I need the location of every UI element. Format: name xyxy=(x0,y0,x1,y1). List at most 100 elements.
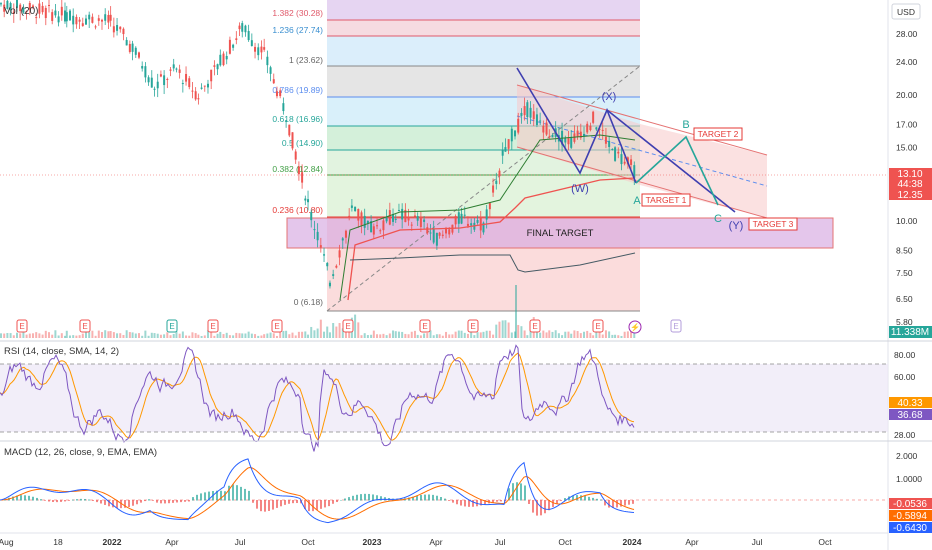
earnings-marker[interactable]: E xyxy=(670,319,682,333)
macd-histogram-bar xyxy=(348,497,350,501)
volume-bar xyxy=(75,335,78,338)
candle-body xyxy=(301,172,304,183)
earnings-marker[interactable]: E xyxy=(271,319,283,333)
target-3[interactable]: TARGET 3 xyxy=(748,217,798,231)
volume-bar xyxy=(463,332,466,338)
volume-bar xyxy=(0,333,2,338)
macd-histogram-bar xyxy=(256,500,258,509)
volume-bar xyxy=(382,333,385,338)
candle-body xyxy=(504,147,507,152)
candle-body xyxy=(319,245,322,248)
volume-bar xyxy=(357,322,360,338)
macd-histogram-bar xyxy=(236,485,238,501)
candle-body xyxy=(9,3,12,11)
earnings-marker[interactable]: E xyxy=(342,319,354,333)
volume-bar xyxy=(404,333,407,338)
macd-tick-2: 2.000 xyxy=(896,451,918,461)
volume-bar xyxy=(385,335,388,338)
volume-bar xyxy=(423,333,426,338)
volume-bar xyxy=(172,333,175,338)
volume-bar xyxy=(147,335,150,338)
macd-histogram-bar xyxy=(152,500,154,501)
time-axis[interactable]: Aug 18 2022 Apr Jul Oct 2023 Apr Jul Oct 2024 Apr Ju… xyxy=(0,532,888,547)
macd-histogram-bar xyxy=(12,496,14,501)
earnings-marker[interactable]: E xyxy=(529,319,541,333)
volume-bar xyxy=(197,334,200,338)
candle-body xyxy=(466,223,469,226)
descending-channel[interactable] xyxy=(516,84,768,219)
volume-bar xyxy=(159,334,162,338)
wave-structure[interactable]: (W) (X) (Y) A B C xyxy=(516,67,744,232)
volume-indicator-title[interactable]: Vol (20) xyxy=(4,6,38,17)
candle-body xyxy=(586,123,589,133)
macd-histogram-bar xyxy=(288,500,290,504)
candle-body xyxy=(128,43,131,52)
earnings-marker[interactable]: E xyxy=(419,319,431,333)
volume-bar xyxy=(501,320,504,338)
svg-text:TARGET 1: TARGET 1 xyxy=(646,195,687,205)
macd-histogram-bar xyxy=(368,493,370,501)
wave-label-y: (Y) xyxy=(729,220,744,232)
macd-pane[interactable]: MACD (12, 26, close, 9, EMA, EMA) 2.000 … xyxy=(0,440,932,534)
earnings-marker[interactable]: E xyxy=(592,319,604,333)
volume-bar xyxy=(479,332,482,338)
volume-bar xyxy=(542,330,545,338)
macd-histogram-bar xyxy=(36,497,38,501)
volume-bar xyxy=(141,335,144,338)
volume-bar xyxy=(285,330,288,338)
candle-body xyxy=(81,23,84,27)
earnings-markers[interactable]: E E E E E E E E E E E ⚡ xyxy=(16,319,682,334)
candle-body xyxy=(210,69,213,82)
volume-bar xyxy=(88,331,91,338)
candle-body xyxy=(392,214,395,222)
candle-body xyxy=(542,125,545,133)
macd-histogram-bar xyxy=(460,500,462,506)
lightning-icon[interactable] xyxy=(628,320,642,334)
target-2[interactable]: TARGET 2 xyxy=(693,127,743,141)
candle-body xyxy=(48,4,50,6)
earnings-marker[interactable]: E xyxy=(467,319,479,333)
candle-body xyxy=(385,217,388,222)
volume-bar xyxy=(492,334,495,338)
macd-histogram-bar xyxy=(492,500,494,503)
earnings-marker[interactable]: E xyxy=(16,319,28,333)
macd-histogram-bar xyxy=(600,499,602,501)
volume-bar xyxy=(247,331,250,338)
rsi-tick-80: 80.00 xyxy=(894,350,916,360)
volume-bar xyxy=(216,333,219,338)
earnings-marker[interactable]: E xyxy=(166,319,178,333)
earnings-marker[interactable]: E xyxy=(79,319,91,333)
price-axis[interactable]: USD 28.0024.0020.0017.0015.0012.0010.008… xyxy=(887,0,932,550)
volume-bar xyxy=(282,330,285,338)
target-1[interactable]: TARGET 1 xyxy=(641,193,691,207)
volume-bar xyxy=(488,330,491,338)
rsi-pane[interactable]: RSI (14, close, SMA, 14, 2) 80.00 60.00 … xyxy=(0,340,932,452)
volume-bar xyxy=(288,334,291,338)
candle-body xyxy=(100,19,103,22)
macd-histogram-bar xyxy=(24,495,26,501)
svg-text:E: E xyxy=(210,322,215,331)
volume-bar xyxy=(432,335,435,338)
macd-histogram-bar xyxy=(48,500,50,502)
fib-label-1236: 1.236 (27.74) xyxy=(272,25,323,35)
macd-histogram-bar xyxy=(424,494,426,501)
volume-bar xyxy=(181,331,184,338)
volume-bar xyxy=(97,330,100,338)
volume-bar xyxy=(104,330,107,338)
macd-histogram-bar xyxy=(524,485,526,501)
macd-histogram-bar xyxy=(176,500,178,503)
svg-text:TARGET 3: TARGET 3 xyxy=(753,219,794,229)
macd-histogram-bar xyxy=(96,500,98,503)
volume-bar xyxy=(495,324,498,338)
candle-body xyxy=(235,38,238,41)
macd-histogram-bar xyxy=(580,495,582,501)
last-price-badge: 13.10 xyxy=(897,169,922,180)
earnings-marker[interactable]: E xyxy=(207,319,219,333)
macd-histogram-bar xyxy=(124,500,126,508)
final-target-zone[interactable]: FINAL TARGET xyxy=(286,217,834,249)
candle-body xyxy=(141,66,144,69)
trendline-dashed[interactable] xyxy=(326,65,641,312)
volume-bar xyxy=(275,335,278,338)
candle-body xyxy=(200,87,203,89)
